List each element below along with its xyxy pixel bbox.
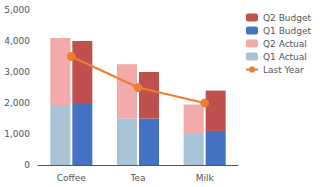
svg-text:Q2 Budget: Q2 Budget — [263, 13, 312, 23]
svg-text:Coffee: Coffee — [57, 173, 87, 183]
svg-text:Q2 Actual: Q2 Actual — [263, 39, 307, 49]
svg-text:2,000: 2,000 — [4, 98, 30, 108]
svg-text:4,000: 4,000 — [4, 36, 30, 46]
svg-text:Tea: Tea — [129, 173, 145, 183]
svg-text:Q1 Budget: Q1 Budget — [263, 26, 312, 36]
svg-text:Q1 Actual: Q1 Actual — [263, 52, 307, 62]
svg-text:3,000: 3,000 — [4, 67, 30, 77]
svg-text:0: 0 — [24, 160, 30, 170]
svg-text:1,000: 1,000 — [4, 129, 30, 139]
svg-text:Milk: Milk — [196, 173, 215, 183]
svg-text:Last Year: Last Year — [263, 65, 304, 75]
svg-text:5,000: 5,000 — [4, 5, 30, 15]
